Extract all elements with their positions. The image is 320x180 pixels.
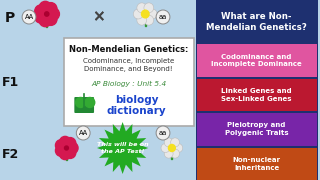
Circle shape <box>39 14 52 27</box>
Text: dictionary: dictionary <box>107 106 166 116</box>
Bar <box>196 147 317 180</box>
Circle shape <box>144 3 154 13</box>
Circle shape <box>65 138 76 149</box>
Text: P: P <box>5 11 15 25</box>
Circle shape <box>35 5 47 17</box>
Circle shape <box>171 138 180 147</box>
Circle shape <box>137 15 147 25</box>
Circle shape <box>156 126 170 140</box>
Circle shape <box>35 11 47 23</box>
Circle shape <box>85 98 95 107</box>
Circle shape <box>47 8 60 20</box>
Circle shape <box>164 138 173 147</box>
Text: Codominance, Incomplete
Dominance, and Beyond!: Codominance, Incomplete Dominance, and B… <box>83 58 174 72</box>
Text: Codominance and
Incomplete Dominance: Codominance and Incomplete Dominance <box>211 53 302 67</box>
Text: AA: AA <box>24 14 34 20</box>
Text: This will be on
the AP Test!: This will be on the AP Test! <box>97 142 148 154</box>
Circle shape <box>39 1 52 14</box>
Text: AP Biology : Unit 5.4: AP Biology : Unit 5.4 <box>91 81 166 87</box>
Text: Non-Mendelian Genetics:: Non-Mendelian Genetics: <box>69 44 188 53</box>
Circle shape <box>61 143 71 153</box>
Circle shape <box>60 136 71 148</box>
Circle shape <box>55 140 67 151</box>
Circle shape <box>144 15 154 25</box>
Text: AA: AA <box>79 130 88 136</box>
Circle shape <box>65 146 68 150</box>
FancyBboxPatch shape <box>63 38 194 126</box>
Bar <box>196 78 317 111</box>
Circle shape <box>76 98 85 107</box>
Circle shape <box>174 143 183 152</box>
Bar <box>196 113 317 145</box>
Circle shape <box>60 148 71 160</box>
Text: Pleiotropy and
Polygenic Traits: Pleiotropy and Polygenic Traits <box>225 123 288 136</box>
Bar <box>196 44 317 76</box>
Circle shape <box>65 147 76 158</box>
Circle shape <box>76 126 90 140</box>
Circle shape <box>156 10 170 24</box>
Polygon shape <box>97 122 148 174</box>
Circle shape <box>141 10 149 18</box>
Text: F2: F2 <box>2 148 19 161</box>
Circle shape <box>168 145 175 152</box>
Text: aa: aa <box>159 130 167 136</box>
Circle shape <box>45 3 57 15</box>
FancyArrow shape <box>66 151 67 160</box>
Circle shape <box>137 3 147 13</box>
Text: What are Non-
Mendelian Genetics?: What are Non- Mendelian Genetics? <box>206 12 307 32</box>
Circle shape <box>133 9 143 19</box>
Circle shape <box>161 143 170 152</box>
Circle shape <box>171 149 180 158</box>
Text: F1: F1 <box>2 75 19 89</box>
Text: Non-nuclear
Inheritance: Non-nuclear Inheritance <box>233 157 281 170</box>
Circle shape <box>22 10 36 24</box>
Text: biology: biology <box>115 95 158 105</box>
FancyArrow shape <box>145 16 146 26</box>
Text: Linked Genes and
Sex-Linked Genes: Linked Genes and Sex-Linked Genes <box>221 88 292 102</box>
Circle shape <box>44 12 49 16</box>
Circle shape <box>67 142 78 154</box>
Circle shape <box>164 149 173 158</box>
Circle shape <box>55 145 67 156</box>
Circle shape <box>41 9 52 19</box>
Text: aa: aa <box>159 14 167 20</box>
FancyArrow shape <box>46 18 47 27</box>
Text: ×: × <box>92 10 104 24</box>
Circle shape <box>148 9 157 19</box>
FancyBboxPatch shape <box>74 97 94 113</box>
Bar <box>196 0 318 180</box>
Text: ×: × <box>92 10 104 24</box>
Circle shape <box>45 13 57 25</box>
